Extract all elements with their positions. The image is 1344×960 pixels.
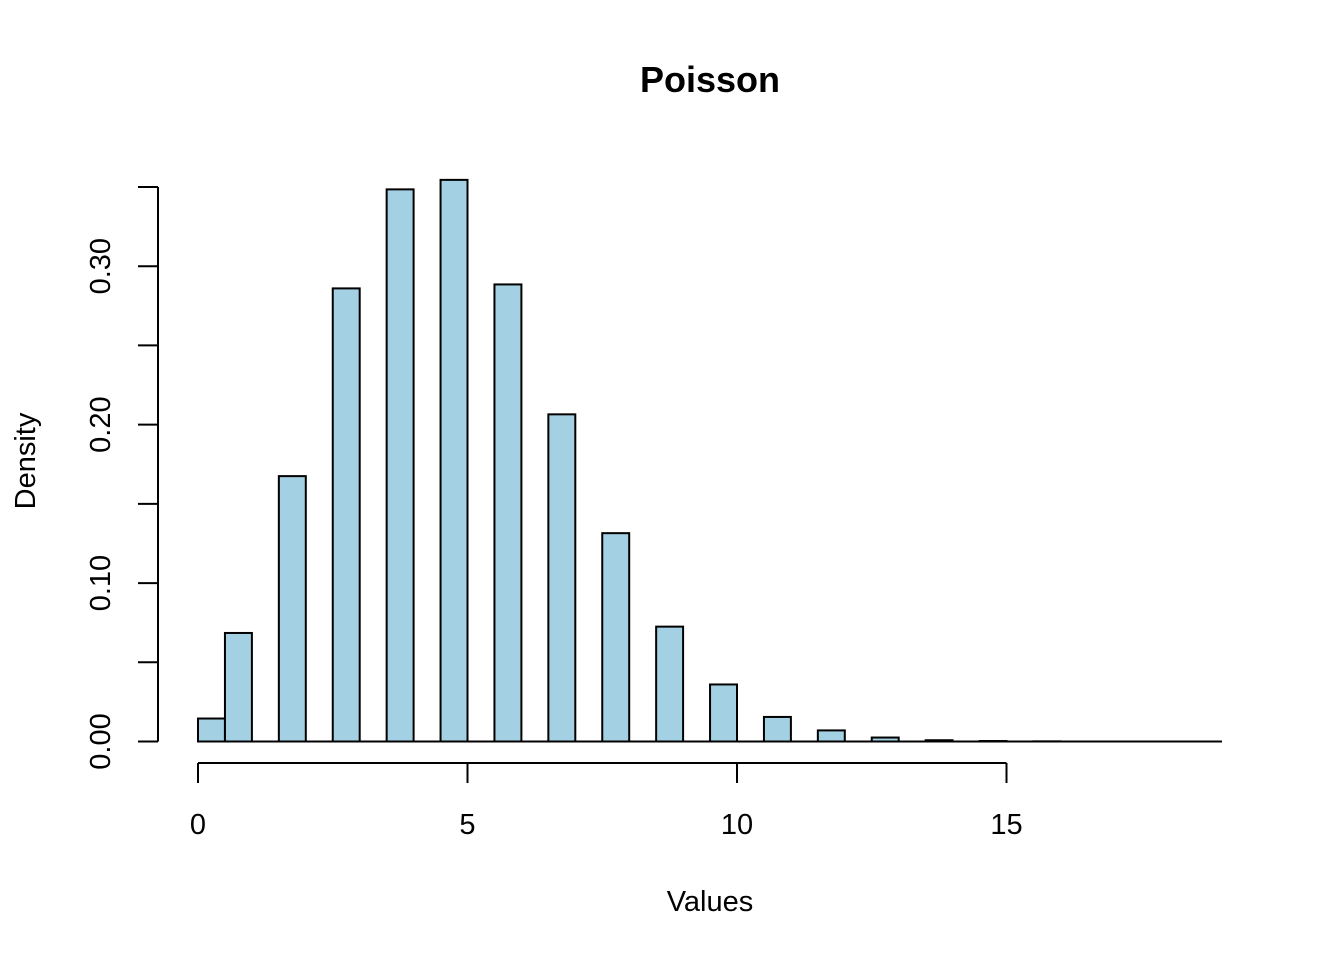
histogram-bar-4 (385, 188, 415, 743)
histogram-bar-8 (601, 532, 631, 743)
y-tick-label-4: 0.20 (85, 396, 117, 452)
y-tick-label-6: 0.30 (85, 238, 117, 294)
y-tick-label-0: 0.00 (85, 713, 117, 769)
y-tick-label-2: 0.10 (85, 555, 117, 611)
histogram-bar-9 (655, 625, 685, 743)
histogram-bar-5 (439, 178, 469, 743)
histogram-bar-1 (223, 631, 253, 743)
histogram-bar-6 (493, 283, 523, 743)
histogram-bar-11 (762, 715, 792, 743)
x-tick-label-0: 0 (190, 809, 206, 841)
x-tick-label-1: 5 (459, 809, 475, 841)
histogram-bar-10 (709, 683, 738, 743)
y-axis-label: Density (10, 412, 42, 509)
histogram-bar-3 (331, 287, 361, 743)
histogram-bar-7 (547, 413, 577, 743)
x-tick-label-2: 10 (721, 809, 753, 841)
x-tick-label-3: 15 (990, 809, 1022, 841)
histogram-bar-2 (277, 475, 307, 743)
bars-group (197, 178, 1062, 743)
chart-title: Poisson (640, 59, 780, 100)
x-axis-label: Values (667, 886, 754, 918)
x-axis: 0 5 10 15 (190, 762, 1023, 841)
y-axis: 0.00 0.10 0.20 0.30 (85, 186, 159, 770)
histogram-bar-12 (816, 729, 846, 743)
histogram-bar-0 (197, 717, 226, 743)
